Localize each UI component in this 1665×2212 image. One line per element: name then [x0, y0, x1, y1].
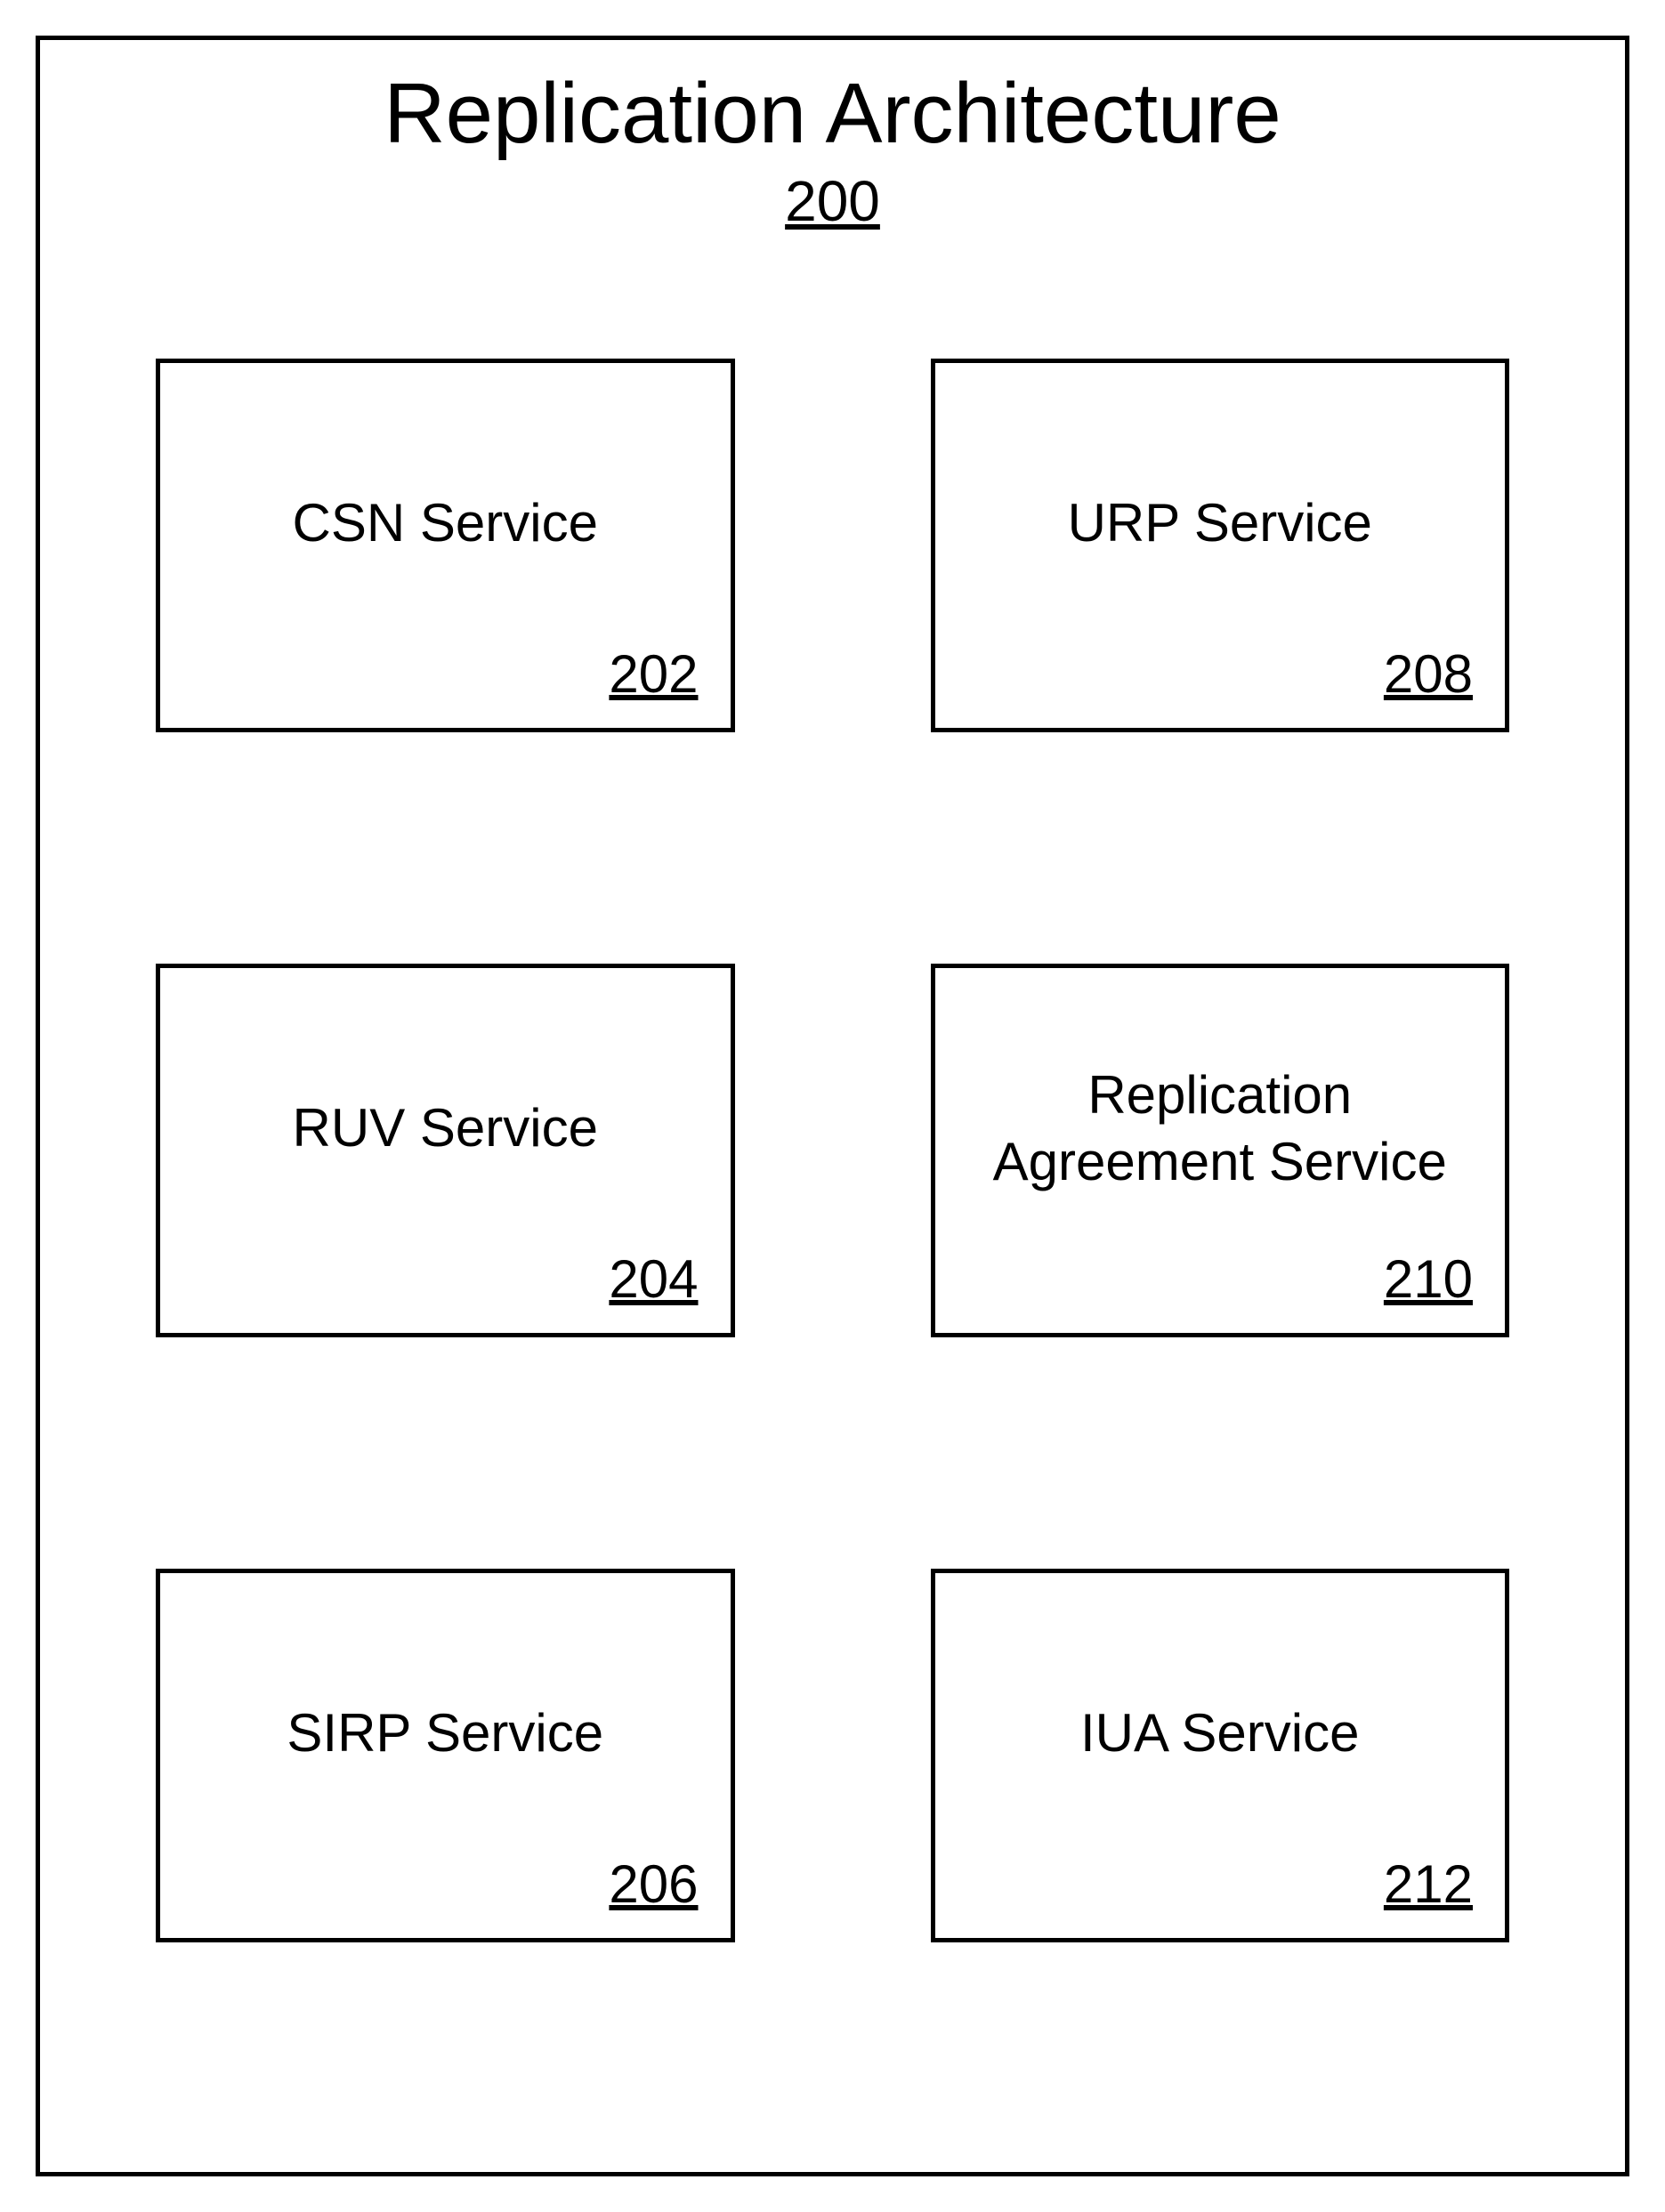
diagram-title: Replication Architecture	[93, 67, 1572, 161]
service-label: URP Service	[1068, 489, 1372, 556]
outer-frame: Replication Architecture 200 CSN Service…	[36, 36, 1629, 2176]
service-label: IUA Service	[1080, 1699, 1359, 1766]
service-ref: 206	[609, 1853, 698, 1915]
service-box-ruv: RUV Service 204	[156, 964, 735, 1337]
title-block: Replication Architecture 200	[93, 67, 1572, 234]
service-ref: 212	[1384, 1853, 1473, 1915]
service-box-replication-agreement: Replication Agreement Service 210	[931, 964, 1510, 1337]
service-label: Replication Agreement Service	[953, 1062, 1488, 1195]
service-ref: 204	[609, 1248, 698, 1310]
service-ref: 202	[609, 643, 698, 705]
diagram-title-ref: 200	[785, 168, 880, 234]
service-box-urp: URP Service 208	[931, 359, 1510, 732]
service-box-csn: CSN Service 202	[156, 359, 735, 732]
service-label: CSN Service	[293, 489, 598, 556]
diagram-canvas: Replication Architecture 200 CSN Service…	[0, 0, 1665, 2212]
services-grid: CSN Service 202 URP Service 208 RUV Serv…	[93, 359, 1572, 1942]
service-label: SIRP Service	[287, 1699, 603, 1766]
service-ref: 210	[1384, 1248, 1473, 1310]
service-box-iua: IUA Service 212	[931, 1569, 1510, 1942]
service-box-sirp: SIRP Service 206	[156, 1569, 735, 1942]
service-label: RUV Service	[293, 1094, 598, 1161]
service-ref: 208	[1384, 643, 1473, 705]
